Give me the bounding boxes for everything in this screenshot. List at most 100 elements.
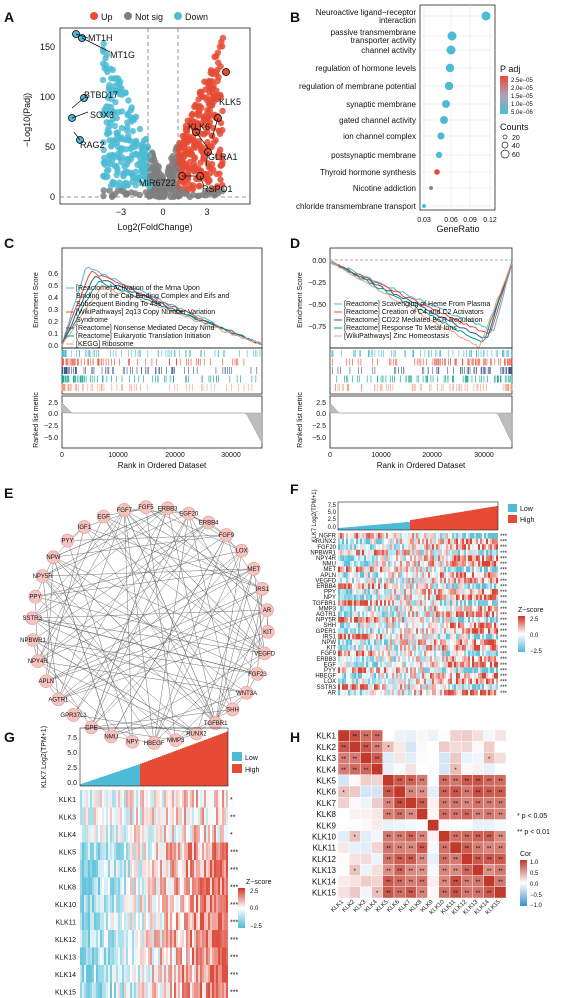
heatmap-cell — [166, 842, 168, 860]
heatmap-cell — [420, 673, 422, 679]
heatmap-cell — [214, 912, 216, 930]
heatmap-cell — [338, 611, 340, 617]
heatmap-cell — [396, 645, 398, 651]
heatmap-cell — [94, 842, 96, 860]
heatmap-cell — [432, 673, 434, 679]
heatmap-cell — [394, 549, 396, 556]
go-term-label: interaction — [379, 16, 416, 25]
heatmap-cell — [340, 661, 342, 668]
heatmap-cell — [458, 667, 460, 673]
volcano-point — [158, 171, 165, 179]
heatmap-cell — [446, 566, 448, 573]
heatmap-cell — [342, 583, 344, 589]
heatmap-cell — [396, 589, 398, 595]
heatmap-cell — [430, 549, 432, 556]
heatmap-cell — [408, 678, 410, 685]
expression-bar — [406, 522, 408, 530]
heatmap-cell — [398, 673, 400, 679]
heatmap-cell — [468, 533, 470, 539]
heatmap-cell — [482, 650, 484, 657]
heatmap-cell — [492, 628, 494, 634]
heatmap-cell — [218, 895, 220, 913]
heatmap-cell — [396, 538, 398, 545]
heatmap-cell — [436, 689, 438, 696]
volcano-point — [123, 156, 130, 163]
heatmap-cell — [354, 622, 356, 629]
heatmap-cell — [494, 639, 496, 645]
padj-tick-1: 2.0e−05 — [511, 86, 534, 92]
heatmap-cell — [344, 661, 346, 668]
heatmap-cell — [162, 842, 164, 860]
f-ytick-3: 0.0 — [328, 525, 337, 531]
heatmap-cell — [112, 895, 114, 913]
heatmap-cell — [430, 661, 432, 668]
heatmap-cell — [218, 860, 220, 878]
heatmap-cell — [452, 656, 454, 662]
heatmap-cell — [356, 600, 358, 606]
heatmap-cell — [400, 623, 402, 629]
heatmap-cell — [400, 689, 402, 696]
heatmap-cell — [472, 577, 474, 584]
gene-label: VEGFD — [315, 578, 336, 584]
heatmap-cell — [156, 860, 158, 878]
network-node — [104, 729, 118, 744]
heatmap-cell — [370, 673, 372, 679]
heatmap-cell — [370, 605, 372, 612]
heatmap-cell — [422, 611, 424, 617]
heatmap-cell — [418, 566, 420, 573]
heatmap-cell — [378, 690, 380, 696]
heatmap-cell — [346, 589, 348, 595]
heatmap-cell — [454, 667, 456, 673]
heatmap-cell — [418, 533, 420, 539]
heatmap-cell — [420, 633, 422, 640]
heatmap-cell — [132, 825, 134, 843]
heatmap-cell — [216, 807, 218, 825]
heatmap-cell — [350, 533, 352, 539]
heatmap-cell — [376, 605, 378, 612]
expression-bar — [132, 766, 134, 786]
heatmap-cell — [104, 842, 106, 860]
heatmap-cell — [422, 544, 424, 550]
heatmap-cell — [384, 684, 386, 690]
volcano-point — [206, 143, 214, 150]
heatmap-cell — [428, 684, 430, 690]
heatmap-cell — [480, 661, 482, 668]
heatmap-cell — [450, 673, 452, 679]
significance-mark: *** — [500, 618, 508, 624]
expression-bar — [106, 775, 108, 786]
heatmap-cell — [398, 594, 400, 601]
heatmap-cell — [184, 842, 186, 860]
heatmap-cell — [98, 930, 100, 948]
volcano-point — [121, 163, 128, 170]
gene-label: PYY — [324, 668, 336, 674]
g-heatmap — [80, 790, 228, 998]
heatmap-cell — [100, 877, 102, 895]
heatmap-cell — [156, 790, 158, 808]
volcano-point — [152, 159, 159, 166]
heatmap-cell — [130, 790, 132, 808]
c-ylabel2: Ranked list metric — [33, 392, 40, 448]
heatmap-cell — [150, 790, 152, 808]
heatmap-cell — [414, 622, 416, 629]
heatmap-cell — [162, 807, 164, 825]
es-curve — [329, 260, 513, 339]
heatmap-cell — [160, 895, 162, 913]
heatmap-cell — [392, 594, 394, 601]
heatmap-cell — [452, 684, 454, 690]
heatmap-cell — [368, 689, 370, 696]
heatmap-cell — [360, 650, 362, 657]
heatmap-cell — [422, 594, 424, 601]
heatmap-cell — [384, 577, 386, 584]
heatmap-cell — [414, 661, 416, 668]
heatmap-cell — [340, 600, 342, 606]
heatmap-cell — [156, 912, 158, 930]
heatmap-cell — [370, 549, 372, 556]
heatmap-cell — [350, 650, 352, 657]
heatmap-cell — [350, 600, 352, 606]
heatmap-cell — [340, 633, 342, 640]
heatmap-cell — [378, 661, 380, 668]
heatmap-cell — [484, 684, 486, 690]
heatmap-cell — [486, 673, 488, 679]
heatmap-cell — [168, 825, 170, 843]
heatmap-cell — [420, 611, 422, 617]
